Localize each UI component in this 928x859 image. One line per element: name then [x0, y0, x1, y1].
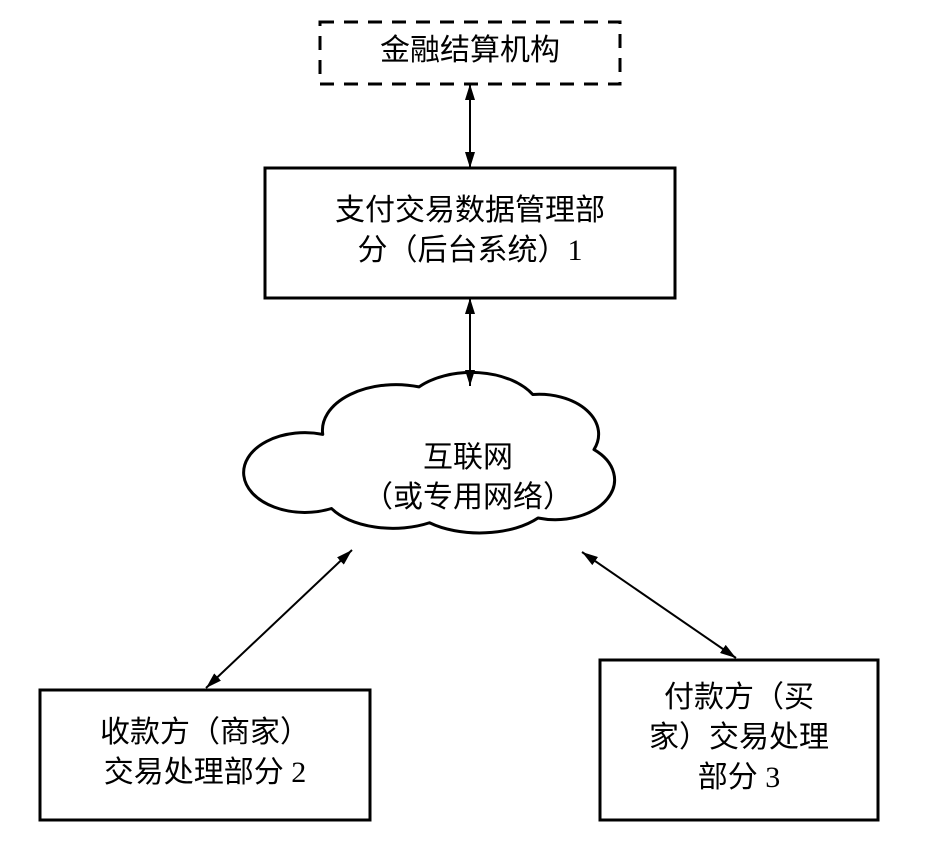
- edge-3: [582, 552, 736, 658]
- node-top: 金融结算机构: [320, 22, 620, 84]
- node-left-line1: 交易处理部分 2: [104, 756, 307, 789]
- node-left: 收款方（商家） 交易处理部分 2: [40, 690, 370, 820]
- node-right-line1: 家）交易处理: [649, 721, 829, 754]
- node-cloud-line0: 互联网: [423, 441, 513, 474]
- node-right: 付款方（买家）交易处理部分 3: [600, 660, 878, 820]
- node-cloud-line1: （或专用网络）: [363, 481, 573, 514]
- node-mgmt-line0: 支付交易数据管理部: [335, 194, 605, 227]
- flowchart-canvas: 金融结算机构支付交易数据管理部分（后台系统）1 互联网 （或专用网络） 收款方（商家）…: [0, 0, 928, 859]
- node-mgmt-line1: 分（后台系统）1: [358, 234, 583, 267]
- node-left-line0: 收款方（商家）: [100, 716, 310, 749]
- edge-2: [206, 550, 352, 688]
- node-right-line2: 部分 3: [698, 761, 781, 794]
- node-right-line0: 付款方（买: [664, 681, 814, 714]
- node-cloud: 互联网 （或专用网络）: [244, 372, 615, 533]
- node-top-line0: 金融结算机构: [380, 34, 560, 67]
- node-mgmt: 支付交易数据管理部分（后台系统）1: [265, 168, 675, 298]
